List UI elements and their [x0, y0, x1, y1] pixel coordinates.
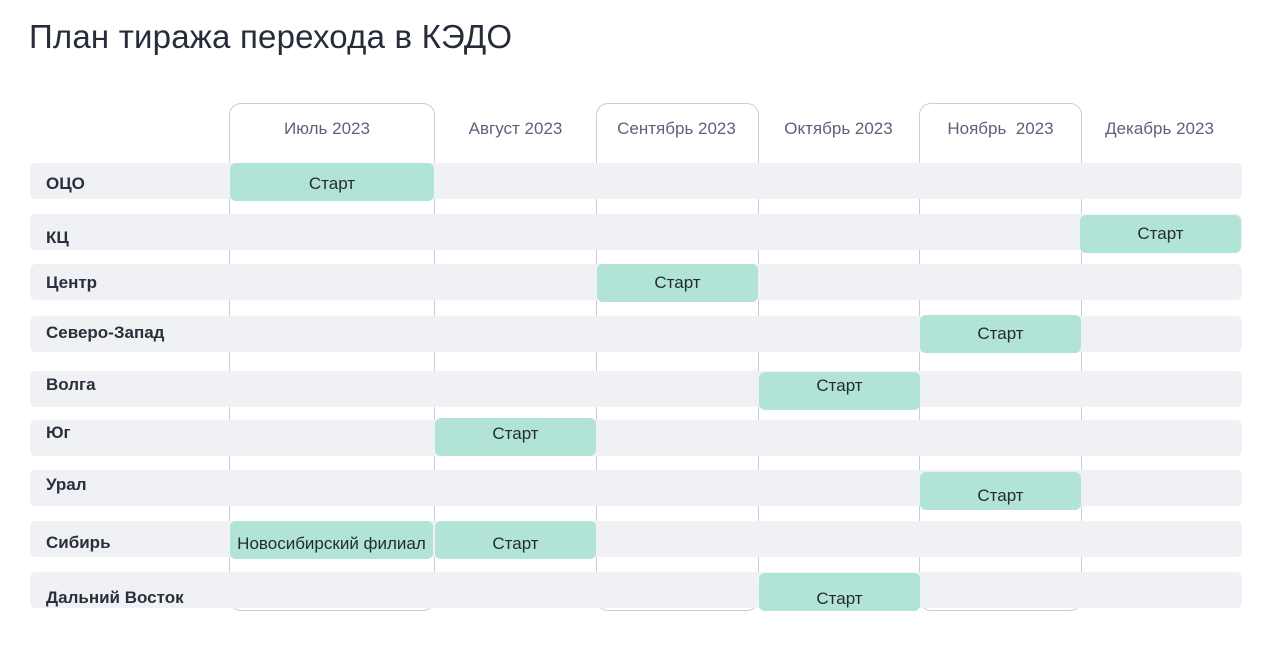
cell-text: Старт [1137, 224, 1184, 243]
row-band-south [30, 420, 1242, 456]
row-label-far-east: Дальний Восток [46, 588, 184, 607]
row-band-kc [30, 214, 1242, 250]
schedule-cell-volga-october: Старт [759, 372, 920, 410]
row-label-kc: КЦ [46, 228, 69, 247]
row-label-oco: ОЦО [46, 174, 85, 193]
schedule-cell-siberia-august: Старт [435, 521, 596, 559]
schedule-cell-south-august: Старт [435, 418, 596, 456]
schedule-cell-far-east-october: Старт [759, 573, 920, 611]
month-header-september: Сентябрь 2023 [617, 119, 736, 138]
cell-text: Старт [654, 273, 701, 292]
row-label-center: Центр [46, 273, 98, 292]
month-header-october: Октябрь 2023 [784, 119, 893, 138]
schedule-cell-center-september: Старт [597, 264, 758, 302]
page-title: План тиража перехода в КЭДО [29, 18, 513, 55]
cell-text: Старт [816, 376, 863, 395]
cell-text: Новосибирский филиал [237, 534, 426, 553]
cell-text: Старт [492, 534, 539, 553]
month-header-december: Декабрь 2023 [1105, 119, 1214, 138]
schedule-cell-oco-july: Старт [230, 163, 434, 201]
row-label-siberia: Сибирь [46, 533, 111, 552]
schedule-cell-siberia-july: Новосибирский филиал [230, 521, 433, 559]
cell-text: Старт [308, 174, 356, 193]
column-outline-july [229, 103, 435, 611]
month-header-august: Август 2023 [468, 119, 563, 138]
column-outline-november [919, 103, 1082, 611]
schedule-cell-ural-november: Старт [920, 472, 1081, 510]
schedule-cell-kc-december: Старт [1080, 215, 1241, 253]
cell-text: Старт [977, 324, 1024, 343]
row-label-northwest: Северо-Запад [46, 323, 165, 342]
row-band-siberia [30, 521, 1242, 557]
row-band-oco [30, 163, 1242, 199]
row-band-volga [30, 371, 1242, 407]
row-band-far-east [30, 572, 1242, 608]
cell-text: Старт [977, 486, 1024, 505]
row-label-south: Юг [46, 423, 71, 442]
cell-text: Старт [492, 424, 539, 443]
row-label-volga: Волга [46, 375, 96, 394]
month-header-november: Ноябрь 2023 [947, 119, 1054, 138]
column-outline-september [596, 103, 759, 611]
row-label-ural: Урал [46, 475, 87, 494]
schedule-cell-northwest-november: Старт [920, 315, 1081, 353]
cell-text: Старт [816, 589, 863, 608]
month-header-july: Июль 2023 [284, 119, 370, 138]
